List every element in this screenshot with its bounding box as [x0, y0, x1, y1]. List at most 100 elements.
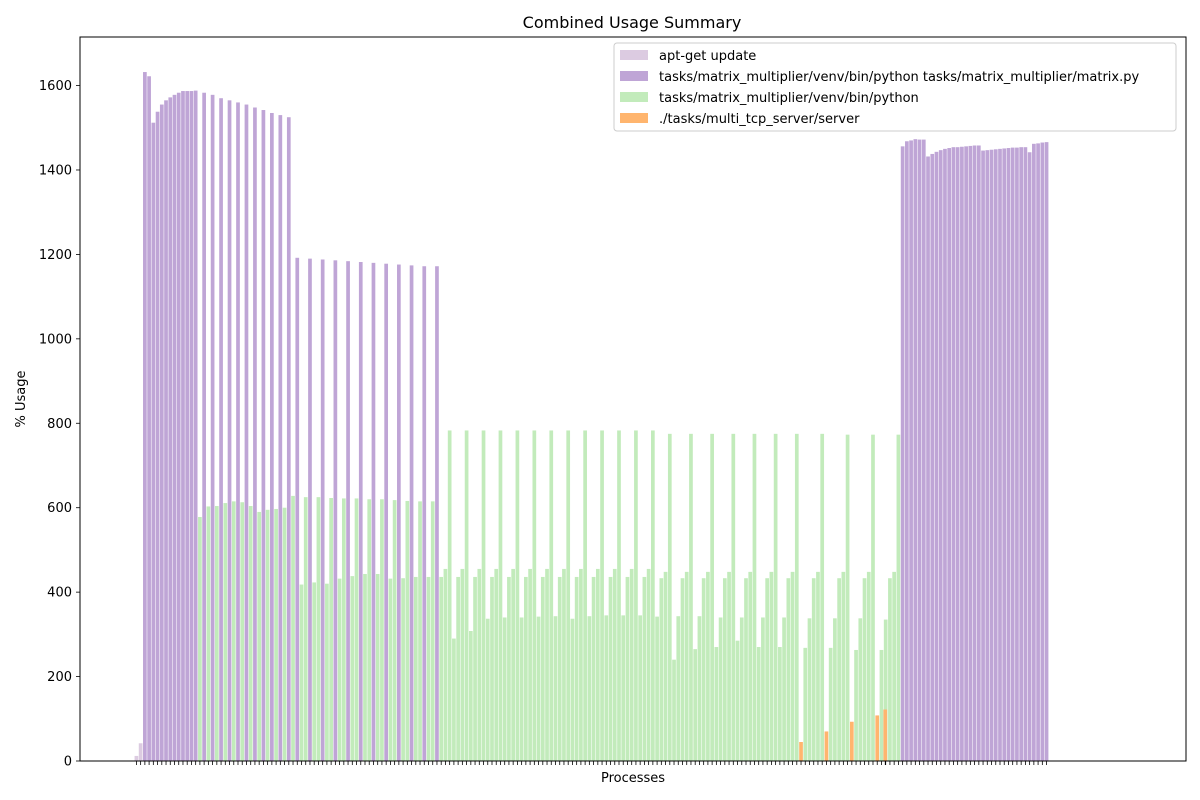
bar-s1-43	[930, 153, 935, 761]
bar-s2-77	[621, 615, 626, 761]
bar-s2-29	[405, 500, 410, 761]
bar-s1-10	[185, 91, 190, 762]
bar-s2-138	[896, 434, 901, 761]
bar-s1-29	[358, 262, 363, 761]
x-ticks	[135, 761, 1047, 765]
bar-s1-9	[181, 91, 185, 762]
bar-s2-2	[214, 506, 219, 761]
bar-s2-105	[739, 617, 744, 761]
bar-s1-58	[993, 149, 998, 762]
bar-s1-24	[295, 257, 300, 761]
bar-s1-54	[976, 145, 981, 762]
chart-title: Combined Usage Summary	[523, 13, 742, 32]
bar-s1-16	[227, 100, 232, 761]
bar-s1-31	[384, 263, 389, 761]
bar-s2-13	[303, 497, 308, 761]
bar-s2-15	[316, 497, 321, 761]
bar-s2-54	[524, 576, 528, 761]
bar-s2-56	[532, 430, 537, 761]
bar-s1-7	[172, 94, 177, 762]
bar-s2-27	[392, 500, 397, 761]
bar-s2-94	[693, 649, 698, 761]
bar-s2-33	[430, 501, 435, 761]
bar-s2-109	[756, 647, 761, 761]
bar-s2-4	[231, 501, 236, 761]
legend-swatch-2	[620, 92, 648, 102]
bar-s1-28	[346, 261, 350, 761]
legend-label-1: tasks/matrix_multiplier/venv/bin/python …	[659, 70, 1139, 85]
bar-s2-45	[485, 618, 490, 761]
bar-s2-102	[727, 571, 731, 761]
bar-s1-17	[236, 102, 240, 762]
bar-s2-116	[786, 578, 791, 761]
bar-s2-134	[879, 649, 884, 761]
bar-s2-63	[562, 568, 566, 761]
bar-s2-70	[591, 576, 596, 761]
bar-s1-5	[164, 100, 168, 761]
y-tick-label-2: 400	[47, 586, 72, 601]
y-ticks: 0 200 400 600 800 1000 1200 1400 1600	[39, 79, 80, 770]
bar-s2-62	[557, 576, 562, 761]
bar-s2-19	[341, 498, 346, 761]
bar-s2-79	[629, 568, 634, 761]
bar-s1-63	[1015, 147, 1019, 762]
bar-s2-10	[282, 507, 287, 761]
bar-s3-3	[875, 715, 880, 761]
bar-s2-133	[871, 434, 875, 761]
bar-s1-8	[176, 92, 181, 762]
bar-s2-35	[443, 568, 448, 761]
bar-s2-95	[697, 616, 702, 761]
bar-s2-99	[714, 647, 719, 761]
bar-s2-41	[468, 630, 473, 761]
bar-s0-0	[134, 755, 139, 761]
bar-s1-64	[1019, 147, 1024, 761]
bar-s2-121	[811, 578, 816, 761]
bar-s2-48	[498, 430, 503, 761]
bar-s1-44	[934, 151, 939, 761]
bar-s2-65	[570, 618, 575, 761]
legend-swatch-1	[620, 71, 648, 81]
bar-s2-103	[731, 433, 736, 761]
bar-s2-26	[388, 578, 393, 761]
bar-s2-68	[583, 430, 587, 761]
bar-s2-106	[744, 578, 748, 761]
bar-s2-93	[689, 433, 693, 761]
bar-s2-24	[375, 573, 380, 761]
bar-s1-0	[143, 72, 147, 762]
y-axis-label: % Usage	[14, 371, 29, 428]
bar-s2-11	[291, 495, 295, 761]
bar-s3-4	[883, 709, 888, 761]
bar-s1-65	[1023, 147, 1028, 761]
bar-s1-53	[972, 145, 977, 762]
bar-s1-40	[917, 139, 922, 761]
bar-s2-98	[710, 433, 714, 761]
bar-s2-91	[680, 578, 685, 761]
bar-s2-97	[706, 571, 710, 761]
bar-s2-53	[519, 617, 524, 761]
bar-s2-88	[667, 433, 672, 761]
bar-s2-136	[888, 578, 892, 761]
bar-s2-22	[363, 573, 367, 761]
bar-s1-39	[913, 139, 918, 761]
bar-s2-28	[401, 578, 405, 761]
bar-s1-11	[189, 91, 194, 762]
bar-s2-34	[439, 576, 444, 761]
bar-s1-47	[947, 148, 952, 761]
bar-s2-129	[854, 649, 858, 761]
bar-s2-80	[634, 430, 638, 761]
y-tick-label-3: 600	[47, 501, 72, 516]
bar-s2-125	[833, 618, 837, 761]
bar-s2-44	[481, 430, 486, 761]
legend-label-3: ./tasks/multi_tcp_server/server	[659, 112, 860, 127]
bar-s1-34	[422, 266, 427, 761]
y-tick-label-7: 1400	[39, 163, 72, 178]
bar-s2-49	[502, 617, 507, 761]
bar-s1-25	[308, 258, 312, 761]
bar-s2-104	[735, 640, 740, 761]
bar-s1-46	[943, 148, 947, 761]
bar-s2-114	[778, 647, 782, 761]
y-tick-label-4: 800	[47, 417, 72, 432]
bars-layer	[134, 72, 1049, 762]
x-axis-label: Processes	[601, 771, 665, 786]
bar-s3-0	[799, 742, 803, 761]
